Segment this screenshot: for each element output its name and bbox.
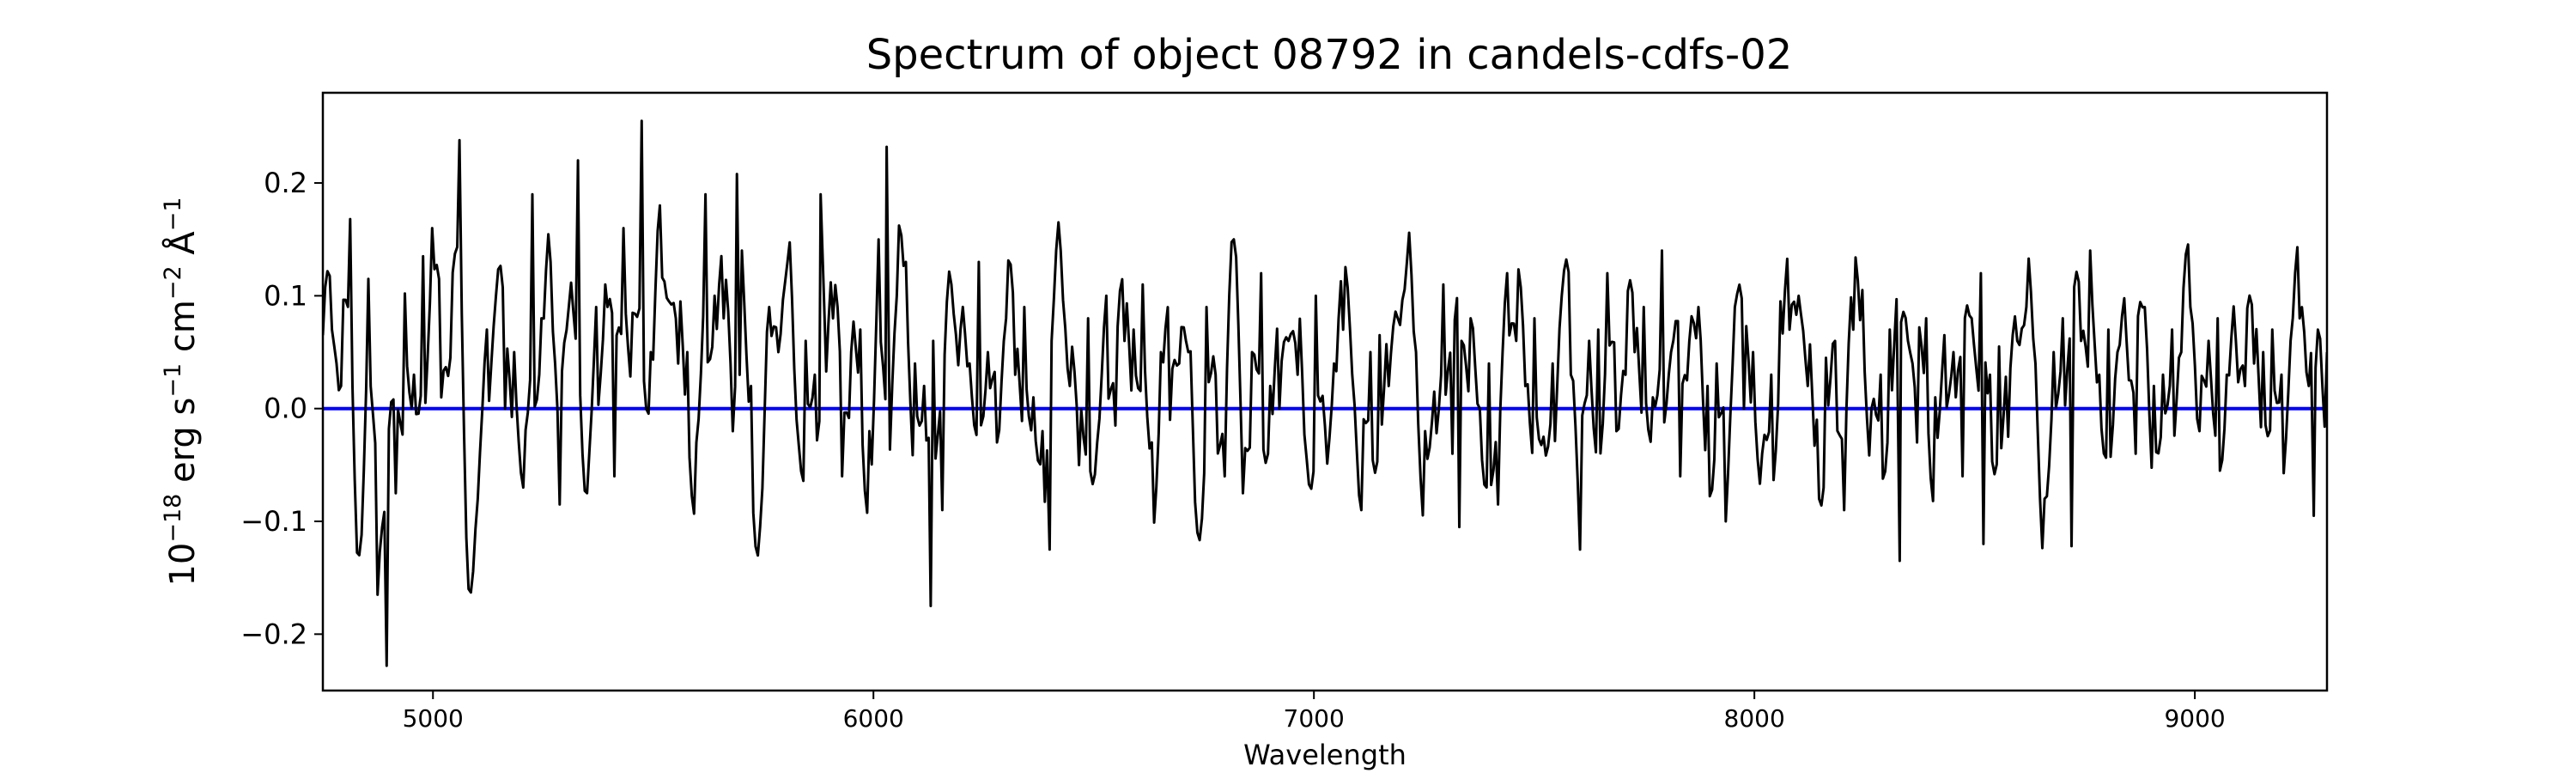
y-axis-label-exp2: −1 xyxy=(160,363,186,398)
chart-title: Spectrum of object 08792 in candels-cdfs… xyxy=(866,31,1793,79)
y-axis-label-prefix: 10 xyxy=(163,543,203,587)
y-axis-label-mid1: erg s xyxy=(163,398,203,494)
y-axis-label-exp1: −18 xyxy=(160,494,186,543)
y-tick-label: −0.1 xyxy=(240,505,307,538)
x-axis: 5000 6000 7000 8000 9000 xyxy=(403,691,2226,733)
x-tick-label: 9000 xyxy=(2164,704,2225,733)
x-tick-label: 7000 xyxy=(1284,704,1345,733)
spectrum-line xyxy=(323,119,2327,667)
x-tick-label: 8000 xyxy=(1724,704,1785,733)
y-axis-label-exp3: −2 xyxy=(160,265,186,300)
y-tick-label: 0.2 xyxy=(264,167,307,199)
y-axis-label: 10−18 erg s−1 cm−2 Å−1 xyxy=(160,197,203,586)
y-tick-label: 0.1 xyxy=(264,279,307,312)
plot-frame xyxy=(321,91,2329,692)
y-tick-label: 0.0 xyxy=(264,393,307,425)
y-axis-label-mid2: cm xyxy=(163,300,203,363)
y-axis: −0.2 −0.1 0.0 0.1 0.2 xyxy=(240,167,323,650)
x-tick-label: 5000 xyxy=(403,704,464,733)
y-axis-label-mid3: Å xyxy=(161,231,203,266)
x-axis-label: Wavelength xyxy=(1243,739,1406,771)
x-tick-label: 6000 xyxy=(843,704,904,733)
plot-area xyxy=(321,91,2329,692)
y-tick-label: −0.2 xyxy=(240,618,307,650)
y-axis-label-exp4: −1 xyxy=(160,197,186,231)
